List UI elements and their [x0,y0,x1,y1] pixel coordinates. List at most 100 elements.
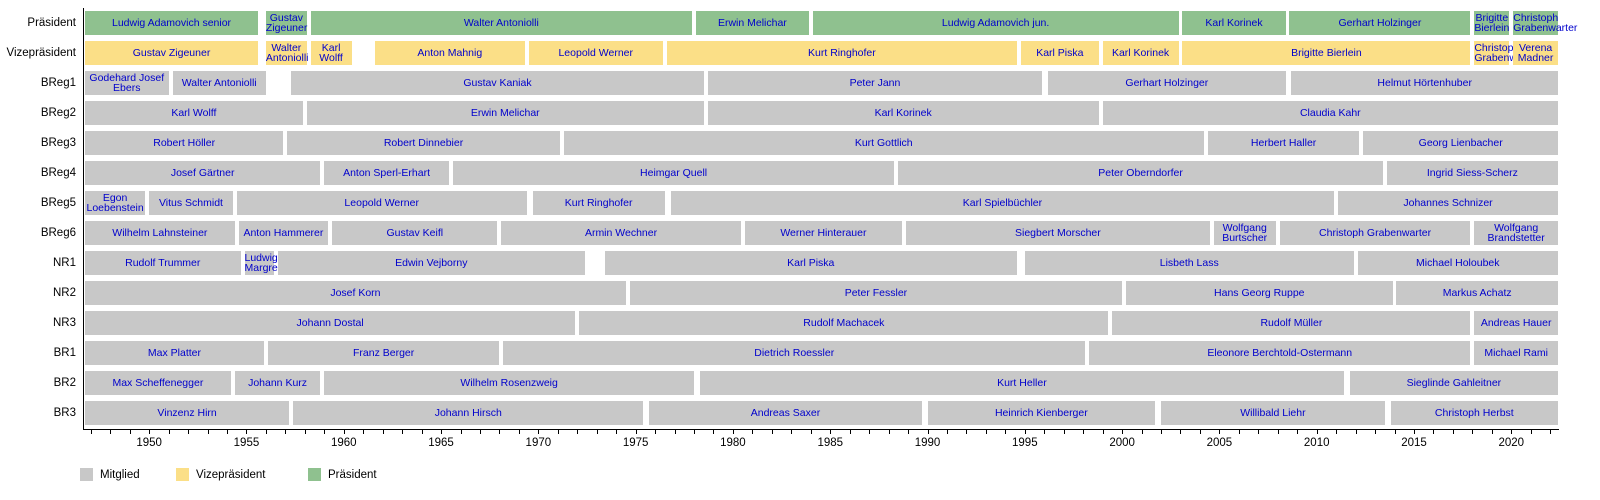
timeline-block[interactable]: Hans Georg Ruppe [1126,281,1393,305]
timeline-block[interactable]: Gustav Kaniak [291,71,704,95]
timeline-block[interactable]: Kurt Ringhofer [532,191,665,215]
axis-tick [752,430,754,434]
timeline-block[interactable]: Herbert Haller [1207,131,1360,155]
timeline-block[interactable]: Michael Holoubek [1357,251,1558,275]
timeline-block[interactable]: Christoph Grabenwarter [1513,11,1577,35]
timeline-block[interactable]: Erwin Melichar [306,101,704,125]
timeline-block[interactable]: Karl Piska [604,251,1018,275]
timeline-block[interactable]: Franz Berger [267,341,500,365]
timeline-block[interactable]: Johannes Schnizer [1338,191,1558,215]
timeline-block[interactable]: Josef Gärtner [84,161,321,185]
timeline-block[interactable]: Robert Höller [84,131,284,155]
timeline-block[interactable]: Peter Jann [707,71,1043,95]
timeline-block[interactable]: Andreas Saxer [649,401,922,425]
timeline-block[interactable]: Ludwig Adamovich jun. [812,11,1179,35]
timeline-block[interactable]: Kurt Gottlich [563,131,1204,155]
timeline-block[interactable]: Kurt Ringhofer [666,41,1018,65]
timeline-block[interactable]: Brigitte Bierlein [1182,41,1471,65]
timeline-block[interactable]: Rudolf Machacek [579,311,1109,335]
timeline-block[interactable]: Godehard Josef Ebers [84,71,169,95]
timeline-block[interactable]: Michael Rami [1474,341,1558,365]
timeline-block[interactable]: Wolfgang Burtscher [1213,221,1276,245]
timeline-block[interactable]: Peter Oberndorfer [898,161,1383,185]
timeline-block[interactable]: Egon Loebenstein [84,191,146,215]
axis-tick [655,430,657,434]
timeline-block[interactable]: Johann Kurz [234,371,321,395]
timeline-block[interactable]: Willibald Liehr [1161,401,1385,425]
timeline-block[interactable]: Brigitte Bierlein [1474,11,1510,35]
timeline-block[interactable]: Ingrid Siess-Scherz [1386,161,1558,185]
timeline-block[interactable]: Robert Dinnebier [287,131,560,155]
timeline-block[interactable]: Verena Madner [1513,41,1558,65]
timeline-block[interactable]: Karl Korinek [1182,11,1286,35]
timeline-block[interactable]: Gustav Zigeuner [265,11,307,35]
timeline-block[interactable]: Rudolf Trummer [84,251,241,275]
timeline-block[interactable]: Eleonore Berchtold-Ostermann [1089,341,1471,365]
timeline-block[interactable]: Anton Hammerer [238,221,329,245]
timeline-block[interactable]: Christoph Herbst [1390,401,1558,425]
timeline-block[interactable]: Karl Korinek [1102,41,1179,65]
timeline-block[interactable]: Kurt Heller [699,371,1344,395]
timeline-block[interactable]: Markus Achatz [1396,281,1558,305]
timeline-block[interactable]: Heinrich Kienberger [927,401,1156,425]
timeline-block[interactable]: Christoph Grabenwarter [1279,221,1471,245]
timeline-block[interactable]: Gustav Zigeuner [84,41,259,65]
timeline-block[interactable]: Claudia Kahr [1102,101,1558,125]
timeline-block[interactable]: Peter Fessler [629,281,1123,305]
row-label: Präsident [27,17,76,29]
timeline-block[interactable]: Christoph Grabenwarter [1474,41,1539,65]
timeline-block[interactable]: Karl Spielbüchler [670,191,1335,215]
timeline-block[interactable]: Karl Piska [1020,41,1099,65]
timeline-block[interactable]: Karl Korinek [707,101,1099,125]
block-label: Karl Korinek [1205,16,1263,29]
timeline-block[interactable]: Leopold Werner [236,191,527,215]
timeline-block[interactable]: Leopold Werner [528,41,663,65]
timeline-block[interactable]: Gerhart Holzinger [1048,71,1286,95]
block-label: Erwin Melichar [717,16,787,29]
timeline-block[interactable]: Vinzenz Hirn [84,401,290,425]
timeline-block[interactable]: Walter Antoniolli [310,11,693,35]
timeline-block[interactable]: Walter Antoniolli [172,71,266,95]
timeline-block[interactable]: Josef Korn [84,281,626,305]
block-label: Werner Hinterauer [780,226,867,239]
axis-tick [888,430,890,434]
block-label: Kurt Heller [997,376,1047,389]
timeline-block[interactable]: Gerhart Holzinger [1289,11,1471,35]
timeline-block[interactable]: Erwin Melichar [695,11,809,35]
axis-tick [1258,430,1260,434]
timeline-block[interactable]: Dietrich Roessler [503,341,1086,365]
timeline-block[interactable]: Sieglinde Gahleitner [1349,371,1558,395]
timeline-block[interactable]: Wolfgang Brandstetter [1474,221,1558,245]
timeline-block[interactable]: Max Scheffenegger [84,371,231,395]
timeline-block[interactable]: Edwin Vejborny [277,251,586,275]
timeline-block[interactable]: Lisbeth Lass [1024,251,1354,275]
timeline-block[interactable]: Helmut Hörtenhuber [1291,71,1558,95]
timeline-block[interactable]: Walter Antoniolli [265,41,309,65]
timeline-block[interactable]: Wilhelm Rosenzweig [324,371,694,395]
timeline-block[interactable]: Max Platter [84,341,264,365]
timeline-block[interactable]: Heimgar Quell [452,161,895,185]
timeline-block[interactable]: Johann Hirsch [293,401,644,425]
timeline-block[interactable]: Anton Sperl-Erhart [324,161,449,185]
timeline-block[interactable]: Anton Mahnig [374,41,525,65]
timeline-block[interactable]: Gustav Keifl [332,221,498,245]
timeline-block[interactable]: Rudolf Müller [1112,311,1471,335]
block-label: Wolfgang Brandstetter [1487,221,1545,244]
timeline-block[interactable]: Johann Dostal [84,311,576,335]
timeline-block[interactable]: Karl Wolff [310,41,352,65]
axis-tick [402,430,404,434]
axis-tick [1238,430,1240,434]
timeline-block[interactable]: Werner Hinterauer [744,221,903,245]
block-label: Wilhelm Lahnsteiner [112,226,208,239]
timeline-block[interactable]: Andreas Hauer [1474,311,1558,335]
timeline-block[interactable]: Ludwig Margreiter [244,251,292,275]
block-label: Armin Wechner [584,226,658,239]
timeline-block[interactable]: Vitus Schmidt [149,191,233,215]
timeline-block[interactable]: Wilhelm Lahnsteiner [84,221,235,245]
timeline-block[interactable]: Georg Lienbacher [1363,131,1558,155]
legend-swatch [80,468,93,481]
timeline-block[interactable]: Karl Wolff [84,101,303,125]
timeline-block[interactable]: Armin Wechner [501,221,741,245]
timeline-block[interactable]: Ludwig Adamovich senior [84,11,259,35]
timeline-block[interactable]: Siegbert Morscher [906,221,1210,245]
